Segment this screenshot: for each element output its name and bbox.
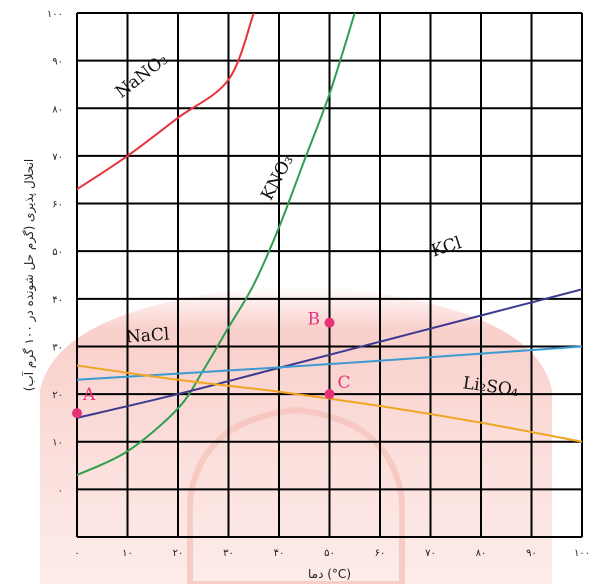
grid: [76, 12, 583, 538]
watermark-arch: [40, 285, 552, 584]
x-tick-label: ۴۰: [274, 548, 285, 559]
x-tick-label: ۱۰: [122, 548, 133, 559]
watermark-emblem: [187, 406, 405, 584]
series-line-nacl: [77, 345, 582, 381]
x-tick-label: ۵۰: [324, 548, 335, 559]
series-label-kcl: KCl: [429, 233, 464, 262]
point-a: [72, 408, 82, 419]
x-tick-label: ۲۰: [173, 548, 184, 559]
y-tick-label: ۸۰: [52, 104, 63, 115]
x-axis-title: دما (°C): [308, 567, 351, 581]
point-label-b: B: [308, 310, 321, 330]
y-tick-label: ۹۰: [52, 57, 63, 68]
x-tick-label: ۱۰۰: [574, 548, 590, 559]
x-tick-label: ۹۰: [526, 548, 537, 559]
x-tick-label: ۶۰: [375, 548, 386, 559]
y-axis-title: انحلال پذیری (گرم حل شونده در ۱۰۰ گرم آب…: [21, 159, 37, 392]
y-tick-label: ۰: [58, 485, 63, 496]
y-tick-label: ۵۰: [52, 247, 63, 258]
series-line-nano3: [77, 13, 255, 191]
y-tick-label: ۴۰: [52, 295, 63, 306]
watermark: [40, 285, 552, 584]
y-tick-label: ۷۰: [52, 152, 63, 163]
y-tick-label: ۶۰: [52, 200, 63, 211]
series-line-kcl: [77, 288, 582, 419]
y-tick-label: ۱۰۰: [47, 9, 63, 20]
point-label-c: C: [338, 373, 351, 393]
y-tick-label: ۱۰: [52, 438, 63, 449]
point-label-a: A: [82, 385, 96, 405]
x-tick-label: ۳۰: [223, 548, 234, 559]
series-label-nano3: NaNO₃: [112, 50, 172, 103]
point-b: [324, 317, 335, 328]
x-tick-label: ۷۰: [425, 548, 436, 559]
x-tick-label: ۸۰: [476, 548, 487, 559]
series-line-kno3: [77, 13, 356, 476]
tick-labels: ۰ ۱۰ ۲۰ ۳۰ ۴۰ ۵۰ ۶۰ ۷۰ ۸۰ ۹۰ ۱۰۰ ۰ ۱۰ ۲۰ ۳۰ ۴۰ ۵۰ ۶۰ ۷۰ ۸۰ ۹…: [47, 9, 590, 559]
data-points: A B C: [72, 310, 351, 419]
x-tick-label: ۰: [74, 548, 79, 559]
point-c: [324, 389, 335, 400]
y-tick-label: ۳۰: [52, 342, 63, 353]
series-label-nacl: NaCl: [125, 325, 170, 348]
y-tick-label: ۲۰: [52, 390, 63, 401]
